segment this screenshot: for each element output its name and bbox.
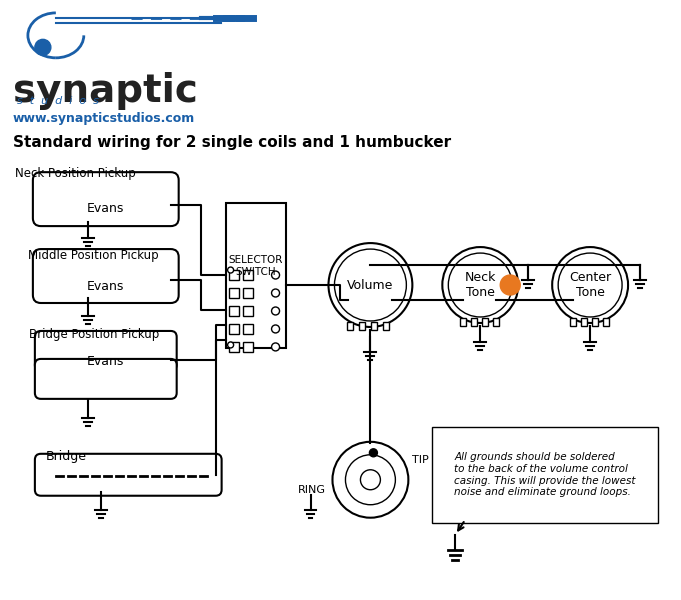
Text: Neck Position Pickup: Neck Position Pickup <box>16 167 136 180</box>
FancyBboxPatch shape <box>35 331 176 371</box>
FancyBboxPatch shape <box>460 318 466 326</box>
Circle shape <box>558 253 622 317</box>
Text: Evans: Evans <box>87 280 125 293</box>
FancyBboxPatch shape <box>383 322 390 330</box>
Circle shape <box>369 449 377 457</box>
FancyBboxPatch shape <box>242 342 253 352</box>
FancyBboxPatch shape <box>371 322 377 330</box>
Text: Neck
Tone: Neck Tone <box>464 271 496 299</box>
Circle shape <box>272 289 279 297</box>
Circle shape <box>448 253 512 317</box>
Circle shape <box>501 275 520 295</box>
FancyBboxPatch shape <box>229 288 238 298</box>
Circle shape <box>227 342 234 348</box>
Circle shape <box>272 325 279 333</box>
Circle shape <box>334 249 407 321</box>
Circle shape <box>272 307 279 315</box>
FancyBboxPatch shape <box>570 318 576 326</box>
FancyBboxPatch shape <box>229 324 238 334</box>
Circle shape <box>272 343 279 351</box>
FancyBboxPatch shape <box>225 203 285 348</box>
FancyBboxPatch shape <box>242 288 253 298</box>
Text: Middle Position Pickup: Middle Position Pickup <box>29 249 159 262</box>
FancyBboxPatch shape <box>229 270 238 280</box>
FancyBboxPatch shape <box>229 342 238 352</box>
FancyBboxPatch shape <box>482 318 488 326</box>
FancyBboxPatch shape <box>35 359 176 399</box>
Text: Standard wiring for 2 single coils and 1 humbucker: Standard wiring for 2 single coils and 1… <box>13 135 451 150</box>
FancyBboxPatch shape <box>242 324 253 334</box>
Circle shape <box>360 470 381 490</box>
FancyBboxPatch shape <box>33 249 178 303</box>
FancyBboxPatch shape <box>432 427 658 523</box>
FancyBboxPatch shape <box>35 454 221 496</box>
Text: www.synapticstudios.com: www.synapticstudios.com <box>13 112 195 125</box>
Circle shape <box>328 243 413 327</box>
Text: RING: RING <box>298 485 326 495</box>
Text: Bridge Position Pickup: Bridge Position Pickup <box>29 328 159 341</box>
FancyBboxPatch shape <box>242 270 253 280</box>
FancyBboxPatch shape <box>360 322 366 330</box>
Text: C: C <box>507 280 514 290</box>
Circle shape <box>552 247 628 323</box>
FancyBboxPatch shape <box>581 318 587 326</box>
FancyBboxPatch shape <box>242 306 253 316</box>
Circle shape <box>227 267 234 273</box>
FancyBboxPatch shape <box>592 318 598 326</box>
Circle shape <box>332 442 409 518</box>
Text: Center
Tone: Center Tone <box>569 271 611 299</box>
Circle shape <box>345 455 396 505</box>
FancyBboxPatch shape <box>347 322 353 330</box>
FancyBboxPatch shape <box>33 172 178 226</box>
Text: Evans: Evans <box>87 202 125 215</box>
Circle shape <box>443 247 518 323</box>
Text: Bridge: Bridge <box>46 450 87 463</box>
Text: s  t  u  d  i  o  s: s t u d i o s <box>17 96 99 106</box>
Circle shape <box>35 40 51 55</box>
Text: All grounds should be soldered
to the back of the volume control
casing. This wi: All grounds should be soldered to the ba… <box>454 452 636 497</box>
Text: Volume: Volume <box>347 278 394 292</box>
FancyBboxPatch shape <box>471 318 477 326</box>
Text: TIP: TIP <box>413 455 429 465</box>
FancyBboxPatch shape <box>603 318 609 326</box>
FancyBboxPatch shape <box>493 318 499 326</box>
FancyBboxPatch shape <box>229 306 238 316</box>
Text: Evans: Evans <box>87 355 125 368</box>
Text: SELECTOR
SWITCH: SELECTOR SWITCH <box>228 255 283 277</box>
Text: synaptic: synaptic <box>13 73 197 110</box>
Circle shape <box>272 271 279 279</box>
